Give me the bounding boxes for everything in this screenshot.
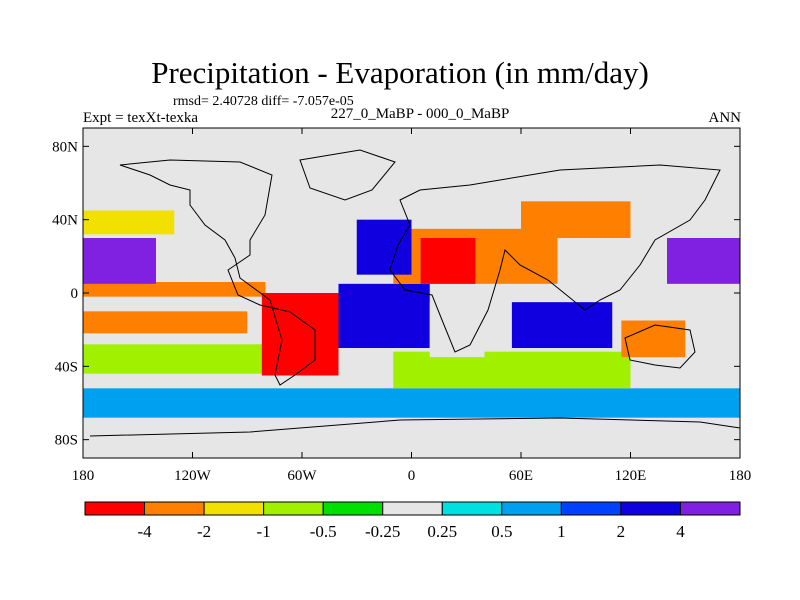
coastline-australia bbox=[624, 324, 696, 369]
x-tick-label: 120E bbox=[615, 468, 647, 484]
colorbar-label: -2 bbox=[197, 522, 211, 541]
y-tick-label: 40N bbox=[52, 213, 78, 229]
colorbar-swatch bbox=[144, 501, 205, 516]
field-region-3 bbox=[83, 344, 266, 374]
colorbar-swatch bbox=[501, 501, 562, 516]
colorbar-swatch bbox=[322, 501, 384, 516]
coastline-greenland bbox=[299, 149, 396, 201]
y-tick-label: 80S bbox=[55, 433, 78, 449]
field-region-12 bbox=[420, 238, 476, 284]
field-region-6 bbox=[261, 293, 339, 376]
colorbar-label: 2 bbox=[617, 522, 626, 541]
comparison-label: 227_0_MaBP - 000_0_MaBP bbox=[330, 106, 510, 122]
colorbar-label: 0.25 bbox=[427, 522, 457, 541]
colorbar-label: 1 bbox=[557, 522, 566, 541]
colorbar-swatch bbox=[679, 501, 741, 516]
colorbar-swatch bbox=[203, 501, 265, 516]
field-region-1 bbox=[83, 388, 740, 418]
colorbar-swatch bbox=[620, 501, 681, 516]
experiment-label: Expt = texXt-texka bbox=[83, 110, 199, 126]
coastline-afro-eurasia bbox=[389, 164, 721, 353]
field-region-10 bbox=[621, 320, 686, 358]
y-tick-label: 40S bbox=[55, 359, 78, 375]
field-region-2 bbox=[393, 351, 631, 389]
field-region-16 bbox=[667, 238, 740, 284]
field-region-0 bbox=[83, 417, 740, 458]
x-tick-label: 120W bbox=[174, 468, 212, 484]
y-tick-label: 80N bbox=[52, 139, 78, 155]
field-region-4 bbox=[83, 311, 248, 334]
field-region-17 bbox=[83, 210, 175, 235]
x-tick-label: 0 bbox=[408, 468, 416, 484]
colorbar-swatch bbox=[560, 501, 622, 516]
rmsd-stats: rmsd= 2.40728 diff= -7.057e-05 bbox=[173, 94, 354, 109]
field-region-5 bbox=[83, 282, 266, 297]
colorbar-label: 4 bbox=[676, 522, 685, 541]
colorbar-swatch bbox=[441, 501, 503, 516]
colorbar-label: -4 bbox=[137, 522, 152, 541]
colorbar-label: 0.5 bbox=[491, 522, 512, 541]
colorbar-label: -1 bbox=[257, 522, 271, 541]
field-region-14 bbox=[521, 201, 631, 238]
x-tick-label: 60W bbox=[287, 468, 317, 484]
field-region-9 bbox=[511, 302, 613, 348]
x-tick-label: 180 bbox=[729, 468, 752, 484]
field-region-13 bbox=[356, 219, 412, 275]
colorbar-swatch bbox=[382, 501, 443, 516]
colorbar-swatch bbox=[84, 501, 146, 516]
colorbar-label: -0.5 bbox=[310, 522, 337, 541]
plot-title: Precipitation - Evaporation (in mm/day) bbox=[151, 55, 649, 90]
field-region-18 bbox=[83, 128, 740, 180]
coastline-antarctica bbox=[89, 417, 741, 437]
x-tick-label: 180 bbox=[72, 468, 95, 484]
season-label: ANN bbox=[708, 110, 742, 126]
colorbar-swatch bbox=[263, 501, 324, 516]
field-region-7 bbox=[338, 283, 430, 348]
x-tick-label: 60E bbox=[509, 468, 533, 484]
field-region-15 bbox=[83, 238, 156, 284]
colorbar-label: -0.25 bbox=[365, 522, 400, 541]
y-tick-label: 0 bbox=[71, 286, 79, 302]
coastline-americas bbox=[119, 159, 316, 386]
